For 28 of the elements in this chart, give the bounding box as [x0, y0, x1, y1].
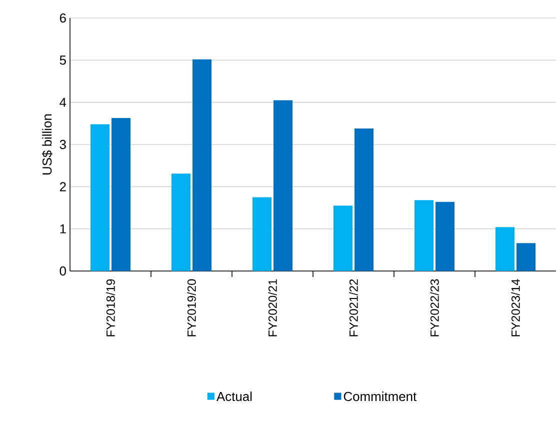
x-tick-label: FY2020/21: [268, 279, 277, 336]
x-tick-label: FY2021/22: [349, 279, 358, 336]
bar: [414, 200, 434, 271]
bar: [112, 118, 130, 271]
y-tick-label: 1: [60, 224, 66, 234]
bar: [516, 243, 536, 271]
bar: [252, 197, 272, 271]
x-tick-label: FY2018/19: [106, 279, 115, 336]
bar: [436, 202, 455, 271]
y-tick-label: 0: [60, 266, 66, 276]
legend-label: Commitment: [344, 392, 417, 402]
bar: [354, 128, 374, 271]
legend-label: Actual: [216, 392, 252, 402]
bar: [334, 206, 353, 271]
x-tick-label: FY2022/23: [430, 279, 439, 336]
y-tick-label: 5: [60, 56, 66, 65]
x-tick-label: FY2023/14: [511, 279, 520, 336]
y-tick-label: 4: [60, 98, 66, 107]
bar: [90, 124, 110, 271]
y-tick-label: 6: [60, 13, 66, 23]
bar: [274, 100, 293, 271]
y-axis-title: US$ billion: [42, 114, 52, 174]
bar: [172, 174, 191, 271]
bar: [496, 227, 515, 271]
y-tick-label: 3: [60, 140, 66, 150]
y-tick-label: 2: [60, 182, 66, 192]
x-tick-label: FY2019/20: [187, 279, 196, 336]
bar: [192, 59, 212, 271]
